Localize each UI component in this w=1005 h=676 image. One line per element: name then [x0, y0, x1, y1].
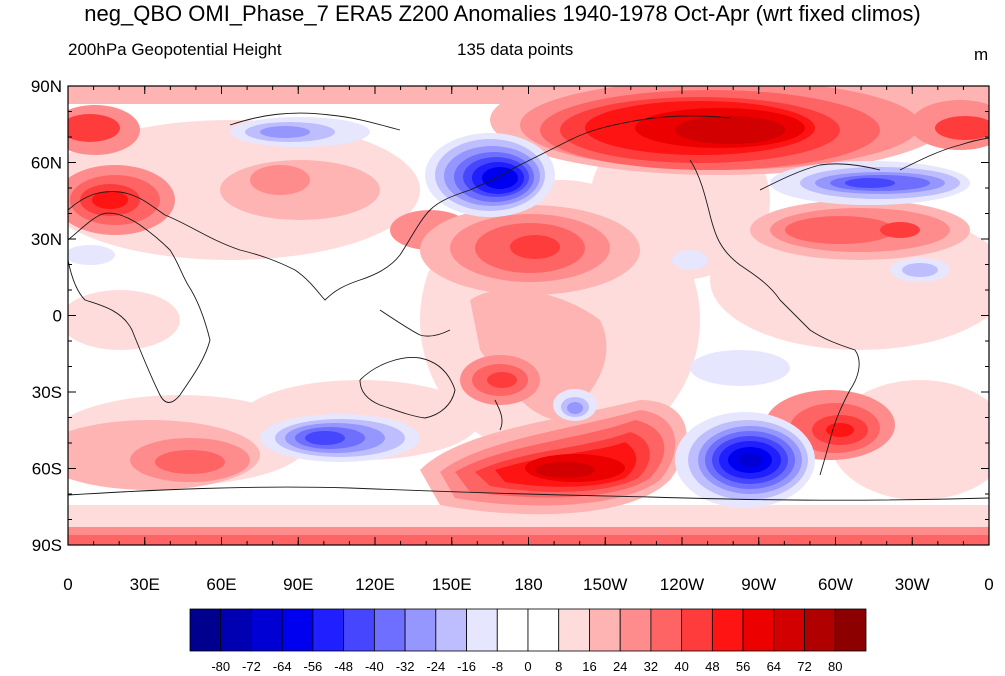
colorbar-label: 80	[828, 659, 842, 674]
colorbar-swatch	[589, 608, 621, 652]
lon-tick-label: 60W	[818, 575, 853, 594]
colorbar-label: -72	[242, 659, 261, 674]
colorbar-label: -16	[457, 659, 476, 674]
colorbar-label: -80	[211, 659, 230, 674]
colorbar-label: 8	[555, 659, 562, 674]
colorbar-swatch	[742, 608, 775, 652]
longitude-axis: 0 30E 60E 90E 120E 150E 180 150W 120W 90W 60W 30W 0	[63, 86, 994, 594]
colorbar-label: -64	[273, 659, 292, 674]
colorbar-swatch	[711, 608, 744, 652]
colorbar-swatch	[251, 608, 283, 652]
colorbar-swatch	[527, 608, 560, 652]
coastlines	[68, 112, 989, 501]
colorbar-label: 24	[613, 659, 627, 674]
colorbar-swatch	[404, 608, 437, 652]
colorbar-label: 56	[736, 659, 750, 674]
lat-tick-label: 60N	[31, 154, 62, 173]
lon-tick-label: 120E	[355, 575, 395, 594]
colorbar-swatch	[650, 608, 683, 652]
lon-tick-label: 90W	[741, 575, 776, 594]
data-points-label: 135 data points	[457, 40, 574, 59]
lat-tick-label: 90N	[31, 77, 62, 96]
south-pacific-low	[675, 412, 815, 508]
lon-tick-label: 150E	[432, 575, 472, 594]
lon-tick-label: 0	[63, 575, 72, 594]
north-pacific-low	[425, 133, 555, 217]
colorbar-swatch	[834, 608, 867, 652]
north-pacific-high	[490, 86, 950, 175]
colorbar-label: 64	[767, 659, 781, 674]
colorbar-label: 72	[797, 659, 811, 674]
colorbar-label: 16	[582, 659, 596, 674]
colorbar-label: 40	[674, 659, 688, 674]
lat-tick-label: 0	[53, 307, 62, 326]
colorbar-label: -32	[396, 659, 415, 674]
colorbar-swatch	[681, 608, 713, 652]
lat-tick-label: 30N	[31, 230, 62, 249]
colorbar-swatch	[558, 608, 590, 652]
units-label: m	[974, 45, 989, 64]
lon-tick-label: 30W	[895, 575, 930, 594]
colorbar-swatch	[220, 608, 252, 652]
south-pacific-high	[420, 400, 687, 515]
colorbar-swatch	[496, 608, 529, 652]
lon-tick-label: 0	[984, 575, 993, 594]
lon-tick-label: 60E	[206, 575, 236, 594]
variable-label: 200hPa Geopotential Height	[68, 40, 282, 59]
colorbar-swatch	[312, 608, 345, 652]
colorbar-swatch	[804, 608, 836, 652]
lat-tick-label: 60S	[32, 460, 62, 479]
colorbar-label: 32	[644, 659, 658, 674]
colorbar-label: -56	[304, 659, 323, 674]
colorbar-swatch	[619, 608, 652, 652]
lon-tick-label: 90E	[283, 575, 313, 594]
lat-tick-label: 90S	[32, 536, 62, 555]
colorbar-label: -48	[334, 659, 353, 674]
colorbar-label: -24	[426, 659, 445, 674]
colorbar-label: -40	[365, 659, 384, 674]
latitude-axis: 90N 60N 30N 0 30S 60S 90S	[31, 77, 989, 555]
colorbar-label: -8	[491, 659, 503, 674]
map-title: neg_QBO OMI_Phase_7 ERA5 Z200 Anomalies …	[84, 1, 921, 26]
lat-tick-label: 30S	[32, 383, 62, 402]
lon-tick-label: 150W	[583, 575, 627, 594]
colorbar-swatch	[373, 608, 406, 652]
lon-tick-label: 30E	[130, 575, 160, 594]
anomaly-field	[68, 86, 989, 545]
lon-tick-label: 120W	[660, 575, 704, 594]
lon-tick-label: 180	[514, 575, 542, 594]
colorbar-label: 48	[705, 659, 719, 674]
colorbar-swatch	[435, 608, 467, 652]
colorbar-swatch	[281, 608, 314, 652]
colorbar: -80 -72 -64 -56 -48 -40 -32 -24 -16 -8 0 8 16 24 32 40 4…	[189, 608, 867, 674]
colorbar-label: 0	[524, 659, 531, 674]
colorbar-swatch	[343, 608, 375, 652]
colorbar-swatch	[189, 608, 222, 652]
colorbar-swatch	[773, 608, 805, 652]
colorbar-swatch	[466, 608, 498, 652]
